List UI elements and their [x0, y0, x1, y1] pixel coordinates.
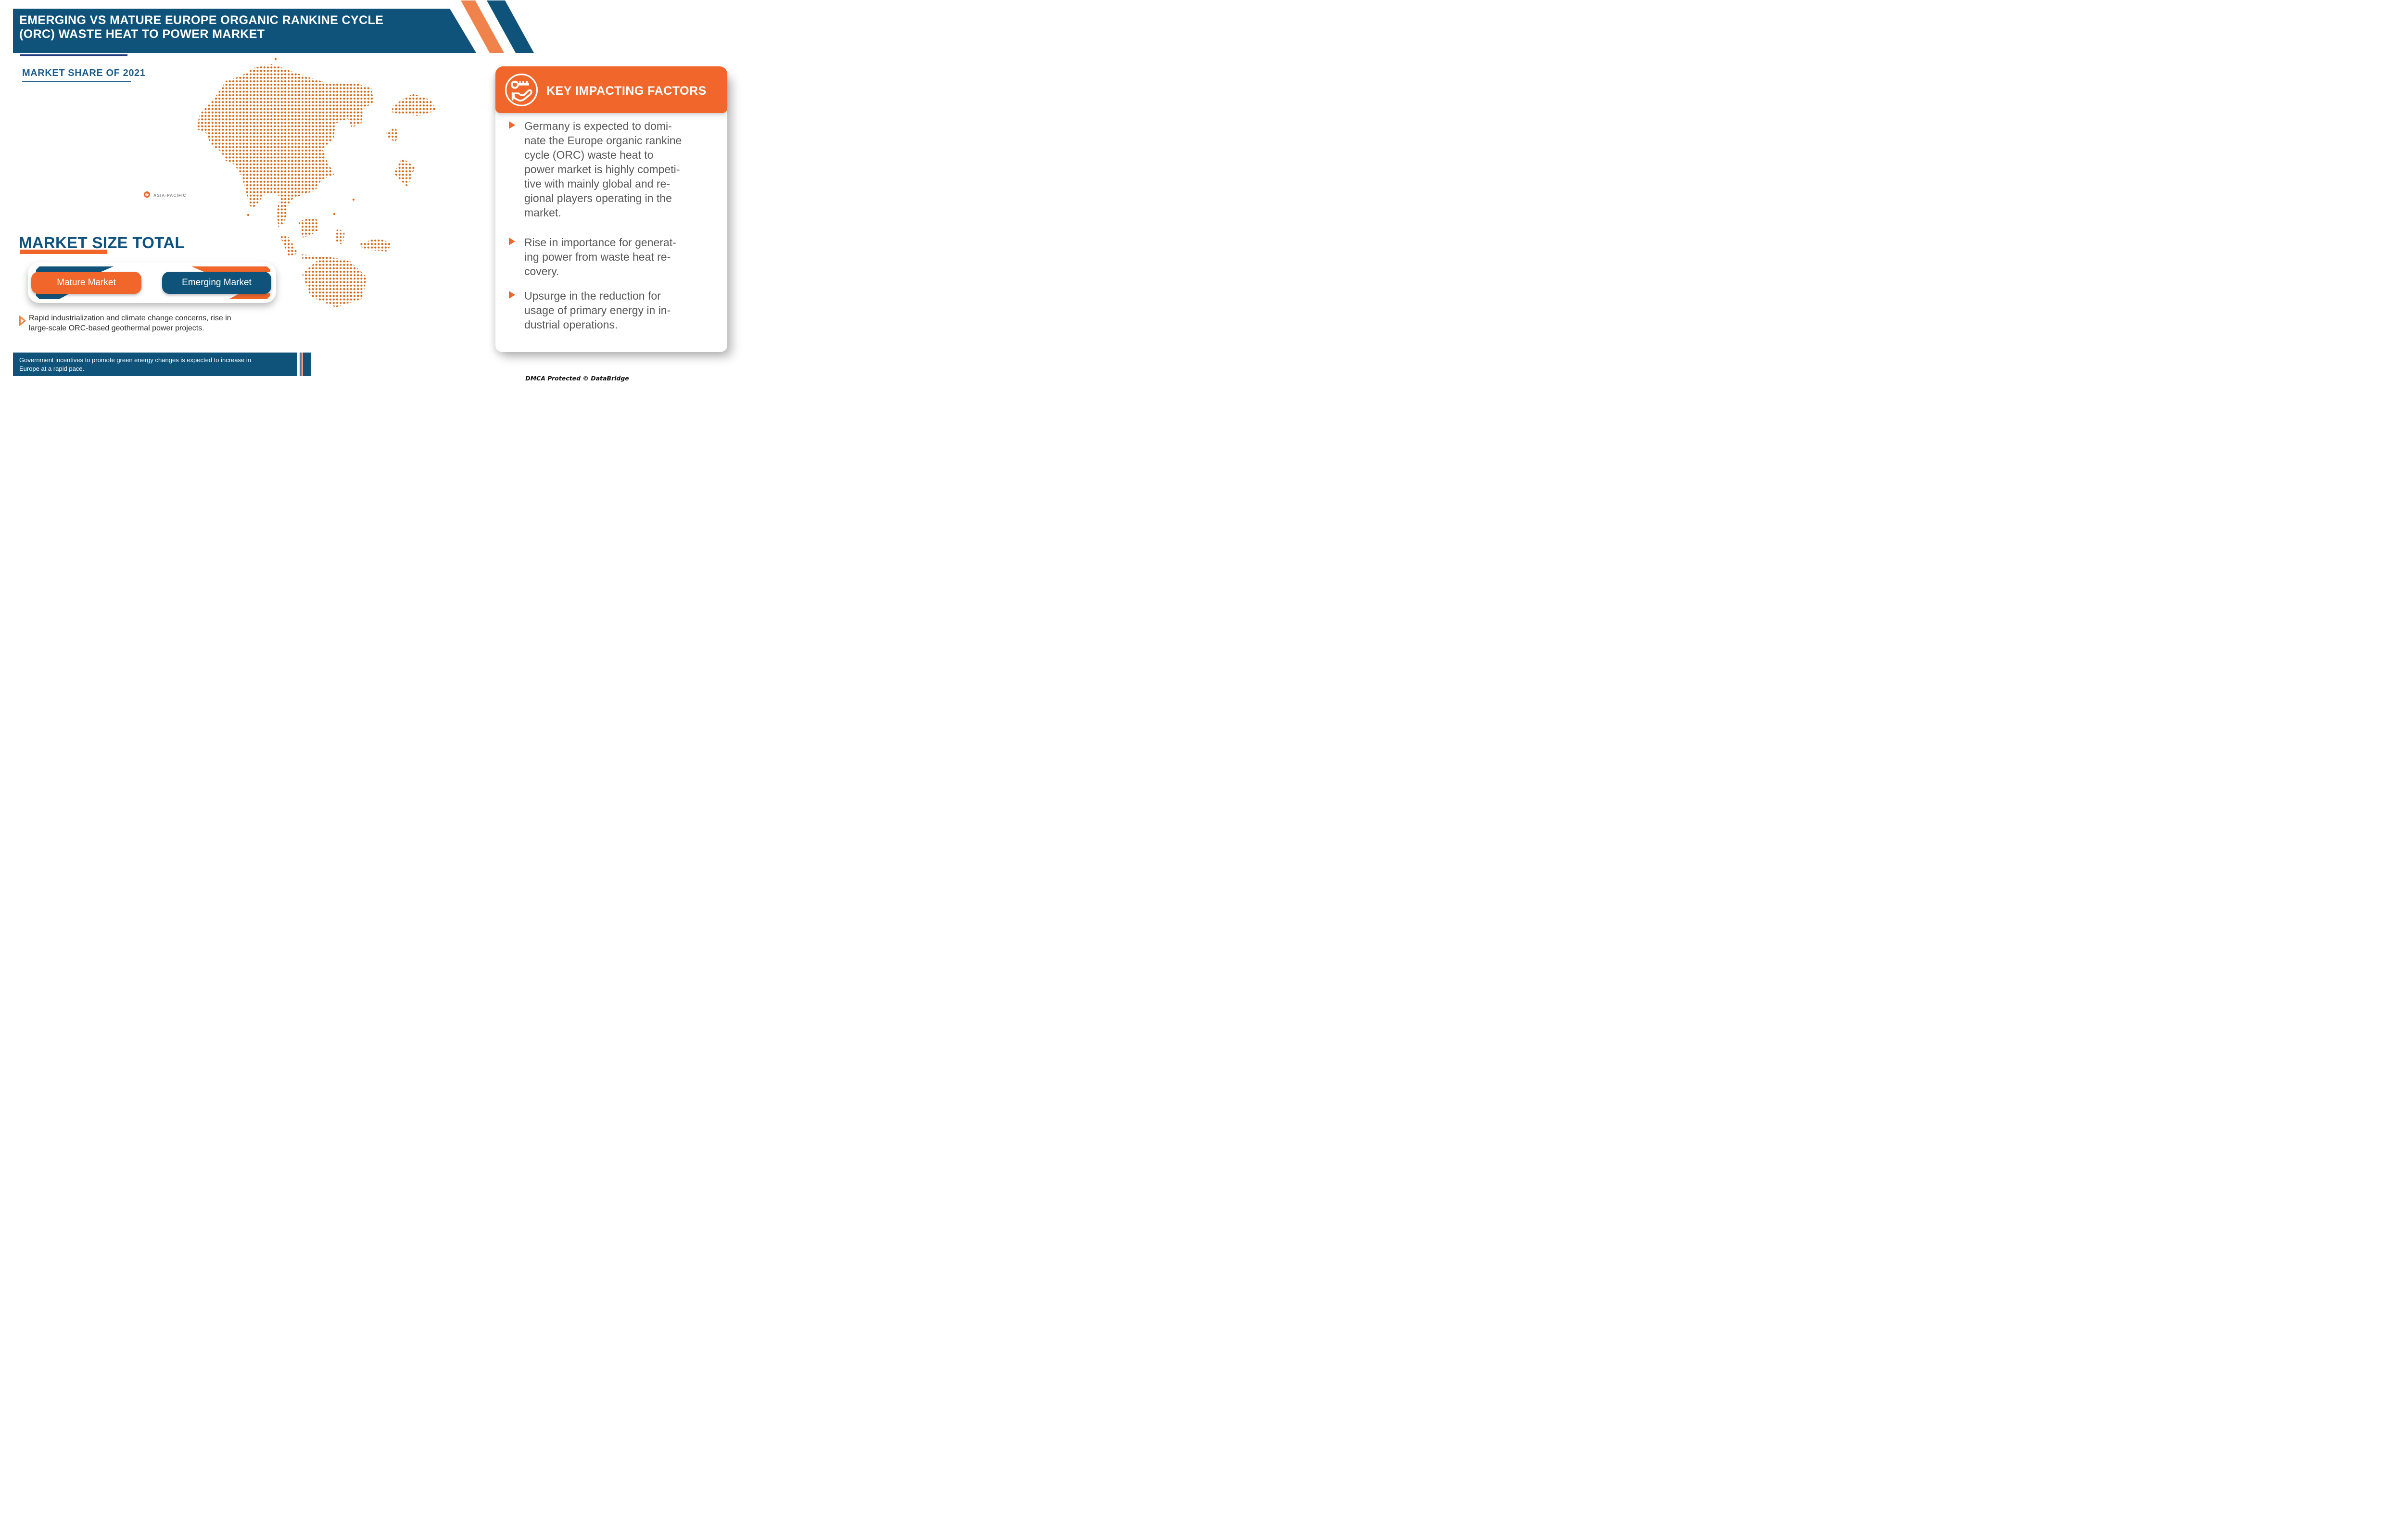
mature-ribbon-bottom	[36, 293, 70, 299]
factor-bullet-icon	[509, 291, 515, 299]
bar-end-stripe-blue-thin	[300, 353, 301, 376]
bottom-highlight-bar: Government incentives to promote green e…	[13, 353, 297, 376]
market-share-underline	[22, 81, 131, 82]
bottom-bar-text: Government incentives to promote green e…	[19, 356, 251, 372]
note-bullet-icon	[19, 316, 26, 326]
region-label: ASIA-PACIFIC	[153, 193, 187, 198]
dot-map-graphic	[196, 58, 436, 307]
factor-item: Germany is expected to domi- nate the Eu…	[524, 120, 682, 219]
market-size-underline	[20, 250, 107, 254]
key-in-hand-icon	[505, 73, 538, 107]
factor-item: Rise in importance for generat- ing powe…	[524, 236, 676, 278]
key-factors-card	[495, 72, 727, 352]
banner-accent-line	[20, 54, 127, 56]
mature-market-button[interactable]: Mature Market	[31, 272, 141, 294]
dmca-copyright: DMCA Protected © DataBridge	[525, 375, 629, 382]
emerging-market-button[interactable]: Emerging Market	[162, 272, 271, 294]
mature-ribbon-top	[36, 266, 114, 272]
emerging-ribbon-top	[191, 266, 270, 272]
factor-item: Upsurge in the reduction for usage of pr…	[524, 290, 671, 331]
market-size-title: MARKET SIZE TOTAL	[19, 234, 185, 252]
market-note: Rapid industrialization and climate chan…	[29, 314, 231, 332]
region-marker-icon	[144, 191, 150, 198]
factor-bullet-icon	[509, 238, 515, 245]
page-title: EMERGING VS MATURE EUROPE ORGANIC RANKIN…	[19, 13, 384, 41]
mature-market-label: Mature Market	[57, 278, 116, 288]
bar-end-stripe-blue	[303, 353, 311, 376]
bar-end-stripe-orange	[301, 353, 303, 376]
key-factors-title: KEY IMPACTING FACTORS	[546, 84, 707, 98]
emerging-market-label: Emerging Market	[182, 278, 252, 288]
key-factors-header: KEY IMPACTING FACTORS	[495, 66, 727, 113]
title-banner: EMERGING VS MATURE EUROPE ORGANIC RANKIN…	[13, 9, 476, 53]
infographic-page: EMERGING VS MATURE EUROPE ORGANIC RANKIN…	[0, 0, 748, 385]
asia-pacific-dot-map	[190, 55, 445, 313]
factor-bullet-icon	[509, 121, 515, 129]
emerging-ribbon-bottom	[229, 293, 270, 299]
market-share-label: MARKET SHARE OF 2021	[22, 68, 146, 78]
